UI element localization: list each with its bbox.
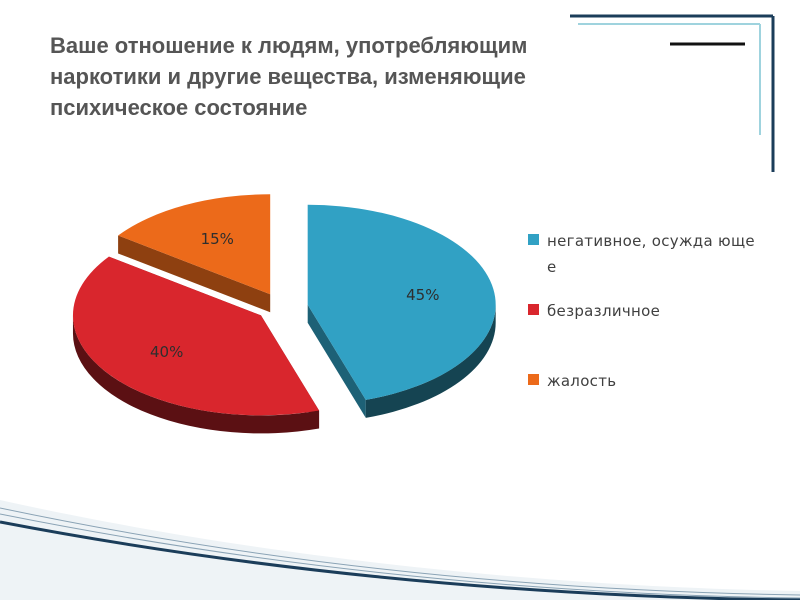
legend-label-indifferent: безразличное (547, 302, 661, 320)
pie-slice-pity-top (118, 194, 271, 295)
legend-item-pity: жалость (528, 368, 768, 394)
legend-label-negative: негативное, осужда ющее (547, 232, 755, 276)
pie-slices (72, 194, 496, 434)
pie-slice-indifferent (72, 256, 320, 434)
legend-swatch-negative (528, 234, 539, 245)
pie-slice-negative (307, 204, 496, 418)
legend-label-pity: жалость (547, 372, 617, 390)
legend-swatch-pity (528, 374, 539, 385)
pie-slice-pity-wall-0 (118, 235, 271, 313)
legend-item-indifferent: безразличное (528, 298, 768, 324)
pie-data-labels: 45% 40% 15% (150, 230, 439, 361)
legend-swatch-indifferent (528, 304, 539, 315)
pie-slice-pity (118, 194, 271, 313)
pie-slice-indifferent-top (72, 256, 320, 416)
slide-title: Ваше отношение к людям, употребляющим на… (50, 33, 528, 120)
pie-slice-negative-top (307, 204, 496, 400)
legend-item-negative: негативное, осужда ющее (528, 228, 768, 280)
pie-slice-indifferent-side (72, 315, 320, 434)
data-label-indifferent: 40% (150, 343, 183, 361)
pie-slice-negative-wall-1 (307, 304, 366, 418)
pie-slice-negative-side (365, 304, 496, 418)
data-label-pity: 15% (201, 230, 234, 248)
data-label-negative: 45% (406, 286, 439, 304)
